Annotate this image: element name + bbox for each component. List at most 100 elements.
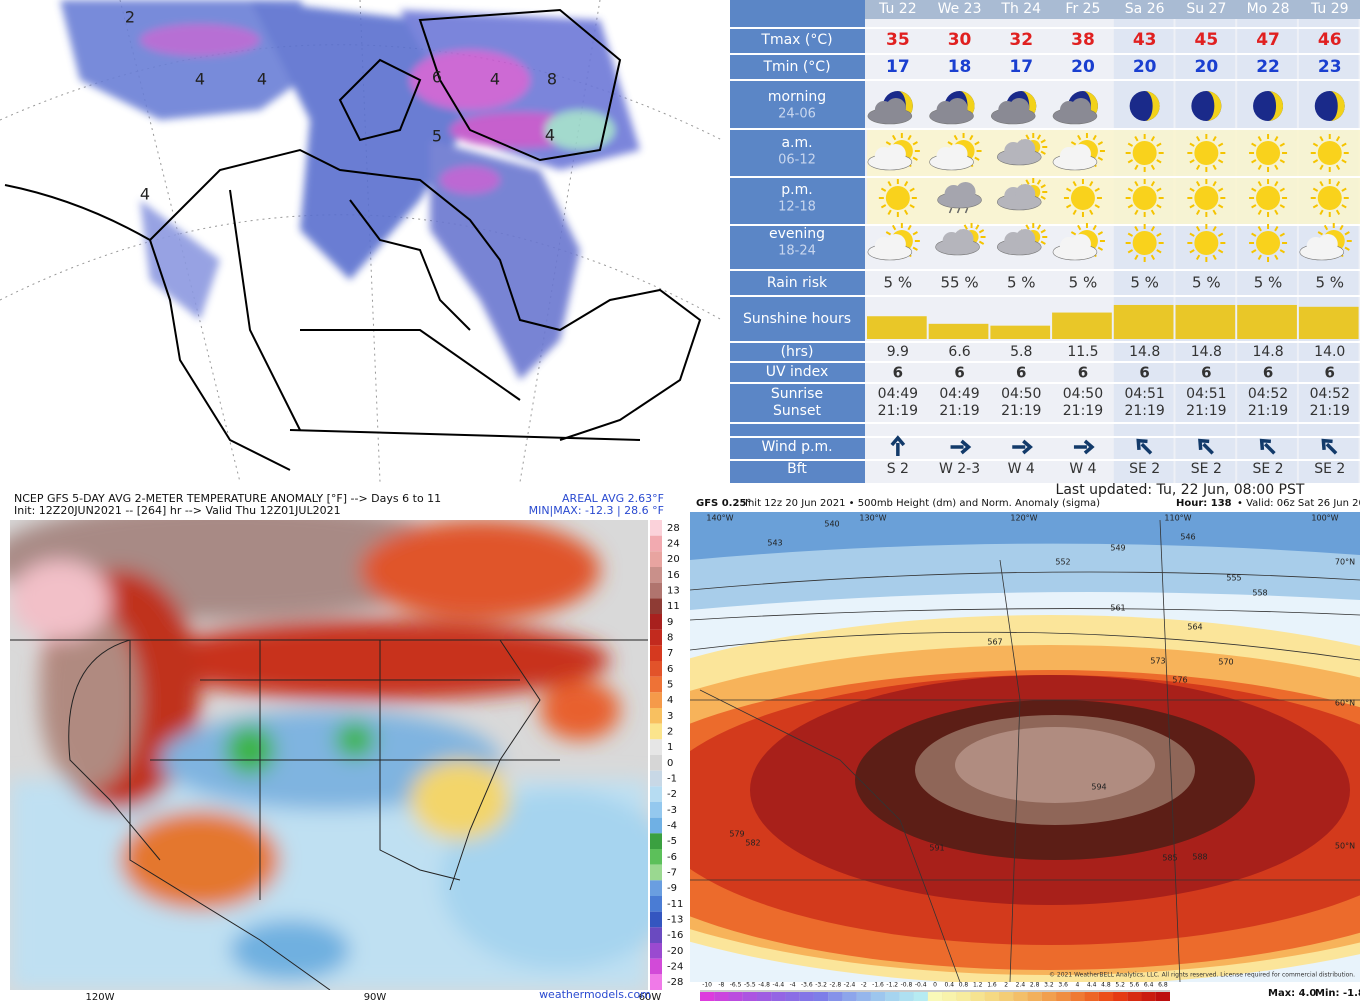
sun-ray [1212, 226, 1217, 232]
sun-ray [1319, 181, 1324, 187]
sunset: 21:19 [1248, 403, 1288, 419]
rain-drop [964, 207, 969, 214]
sunshine-hours: 14.0 [1314, 344, 1345, 360]
uv-index: 6 [1201, 364, 1211, 382]
sun-ray [1094, 204, 1100, 209]
weather-icon [1052, 223, 1105, 261]
sun-ray [907, 224, 912, 231]
sun-ray [1341, 187, 1347, 192]
scale-swatch [650, 723, 662, 740]
weather-icon [935, 223, 986, 256]
row-label: Bft [787, 461, 807, 477]
contour-label: 588 [1192, 853, 1207, 862]
tmin: 23 [1318, 57, 1342, 77]
sun-ray [1040, 229, 1046, 234]
sun-ray [1341, 204, 1347, 209]
scale-swatch [1013, 992, 1028, 1001]
contour-label: 582 [745, 839, 760, 848]
contour-label: 6 [432, 68, 442, 87]
cloud [947, 144, 968, 164]
sun-ray [1025, 179, 1030, 185]
weather-icon [1125, 179, 1164, 217]
map-subtitle: Init: 12Z20JUN2021 -- [264] hr --> Valid… [14, 504, 341, 517]
sun-ray [903, 209, 909, 215]
weather-icon [937, 182, 982, 214]
uv-index: 6 [893, 364, 903, 382]
scale-swatch [714, 992, 729, 1001]
scale-swatch [650, 896, 662, 912]
lon-label: 140°W [706, 514, 733, 523]
lon-label: 90W [364, 992, 387, 1003]
sun [1194, 231, 1219, 255]
lat-label: 50°N [1335, 842, 1355, 851]
scale-label: 4.4 [1087, 982, 1097, 989]
row-label: UV index [766, 364, 829, 380]
tmax: 30 [948, 30, 972, 50]
scale-label: 11 [667, 601, 680, 612]
sun-ray [1312, 187, 1319, 192]
scale-swatch [650, 974, 662, 990]
scale-swatch [650, 708, 662, 724]
cloud [1070, 98, 1091, 118]
contour-label: 2 [125, 8, 135, 27]
contour-label: 558 [1252, 589, 1267, 598]
sun-ray [1040, 150, 1046, 155]
sunshine-hours: 14.8 [1129, 344, 1160, 360]
cloud [1317, 234, 1338, 254]
sun-ray [1251, 249, 1257, 254]
cloud [885, 144, 906, 164]
scale-label: 5.6 [1130, 982, 1140, 989]
period-label: evening [769, 226, 825, 242]
cloud [1009, 98, 1030, 118]
sun-ray [1094, 187, 1100, 192]
sun-ray [912, 141, 918, 146]
scale-label: 3.6 [1058, 982, 1068, 989]
scale-label: 16 [667, 570, 680, 581]
scale-swatch [650, 943, 662, 959]
tmax: 47 [1256, 30, 1280, 50]
sun-ray [1274, 136, 1279, 142]
period-label: a.m. [781, 135, 812, 151]
sun-ray [1335, 164, 1341, 170]
lon-label: 100°W [1311, 514, 1338, 523]
sun-ray [1040, 195, 1046, 200]
sun-ray [1189, 142, 1195, 147]
sunshine-bar [1052, 312, 1112, 339]
weather-icon [1052, 91, 1098, 125]
weather-icon [929, 91, 975, 125]
sun-ray [974, 156, 980, 161]
weather-icon [867, 91, 913, 125]
scale-label: -4.4 [772, 982, 784, 989]
scale-swatch [650, 864, 662, 881]
cloud [947, 98, 968, 118]
weather-icon [1063, 179, 1102, 217]
wind-arrow [1321, 438, 1338, 455]
sun-ray [1127, 187, 1134, 192]
sunset: 21:19 [1310, 403, 1350, 419]
scale-label: 2.4 [1016, 982, 1026, 989]
contour-label: 540 [824, 520, 839, 529]
scale-swatch [650, 645, 662, 661]
row-label: Tmin (°C) [762, 59, 830, 75]
period-hours: 06-12 [778, 153, 816, 168]
sun-ray [974, 141, 980, 146]
sun-ray [880, 187, 887, 192]
contour-label: 564 [1187, 623, 1202, 632]
scale-label: -7 [667, 868, 677, 879]
sun-ray [1070, 141, 1077, 146]
scale-label: 3 [667, 711, 673, 722]
scale-swatch [1056, 992, 1071, 1001]
cloud [1015, 229, 1036, 249]
sun-ray [1092, 224, 1097, 231]
valid: • Valid: 06z Sat 26 Jun 2021 [1237, 498, 1360, 509]
sun-ray [1319, 209, 1324, 215]
sun-ray [1279, 249, 1286, 254]
sunshine-bar [990, 325, 1051, 339]
sunshine-hours: 11.5 [1067, 344, 1098, 360]
rain-risk: 5 % [1254, 274, 1283, 292]
sun-ray [1025, 134, 1030, 140]
contour-label: 546 [1180, 533, 1195, 542]
weather-icon [1125, 134, 1164, 172]
scale-label: -5.5 [744, 982, 756, 989]
scale-swatch [650, 739, 662, 755]
